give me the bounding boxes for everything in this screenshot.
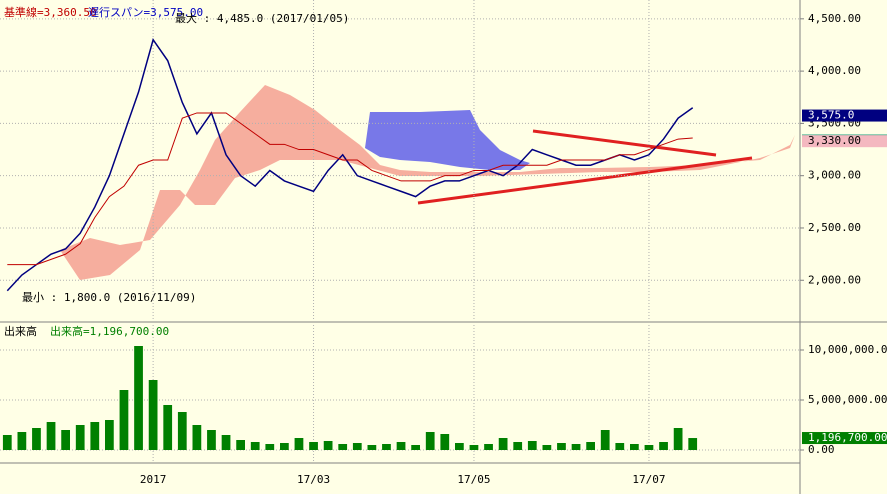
bar xyxy=(250,442,260,450)
bar xyxy=(323,441,333,450)
annotation: 最小 : 1,800.0 (2016/11/09) xyxy=(22,291,196,304)
bar xyxy=(469,445,479,450)
cloud xyxy=(365,110,530,170)
bar xyxy=(688,438,698,450)
bar xyxy=(673,428,683,450)
y-tick-label: 2,000.00 xyxy=(808,273,861,286)
bar xyxy=(630,444,639,450)
bar xyxy=(221,435,231,450)
panel-title: 出来高 xyxy=(4,324,37,338)
bar xyxy=(192,425,202,450)
bar xyxy=(177,412,187,450)
bar xyxy=(134,346,143,450)
bar xyxy=(265,444,275,450)
x-tick-label: 17/07 xyxy=(632,473,665,486)
bar xyxy=(513,442,523,450)
cloud xyxy=(60,85,795,280)
y-tick-label: 4,000.00 xyxy=(808,64,861,77)
bar xyxy=(61,430,70,450)
x-tick-label: 17/03 xyxy=(297,473,330,486)
bar xyxy=(207,430,216,450)
annotation: 遅行スパン=3,575.00 xyxy=(88,6,203,19)
bar xyxy=(32,428,41,450)
price-tag-label: 3,330.00 xyxy=(808,134,861,147)
annotation: 最大 : 4,485.0 (2017/01/05) xyxy=(175,11,349,25)
price-tag xyxy=(802,109,887,122)
bar xyxy=(309,442,318,450)
bar xyxy=(46,422,56,450)
bar xyxy=(542,445,552,450)
bar xyxy=(90,422,100,450)
bar xyxy=(600,430,610,450)
bar xyxy=(17,432,27,450)
bar xyxy=(455,443,464,450)
y-tick-label: 4,500.00 xyxy=(808,12,861,25)
x-tick-label: 17/05 xyxy=(457,473,490,486)
bar xyxy=(382,444,391,450)
bar xyxy=(75,425,85,450)
y-tick-label: 10,000,000.00 xyxy=(808,343,887,356)
price-line xyxy=(6,38,694,292)
bar xyxy=(411,445,420,450)
annotation: 基準線=3,360.50 xyxy=(4,5,97,19)
bar xyxy=(119,390,129,450)
bar xyxy=(396,442,406,450)
bar xyxy=(352,443,362,450)
price-tag xyxy=(802,135,887,148)
bar xyxy=(148,380,158,450)
bar xyxy=(557,443,566,450)
annotation: 出来高=1,196,700.00 xyxy=(50,324,169,338)
bar xyxy=(498,438,508,450)
x-tick-label: 2017 xyxy=(140,473,167,486)
bar xyxy=(105,420,114,450)
bar xyxy=(586,442,595,450)
bar xyxy=(236,440,245,450)
y-tick-label: 3,000.00 xyxy=(808,169,861,182)
bar xyxy=(615,443,625,450)
bar xyxy=(280,443,289,450)
bar xyxy=(425,432,435,450)
price-tag-label: 3,575.0 xyxy=(808,109,854,122)
bar xyxy=(294,438,304,450)
bar xyxy=(440,434,450,450)
bar xyxy=(644,445,654,450)
price-tag-label: 1,196,700.00 xyxy=(808,431,887,444)
bar xyxy=(571,444,581,450)
y-tick-label: 0.00 xyxy=(808,443,835,456)
bar xyxy=(2,435,12,450)
bar xyxy=(484,444,493,450)
price-tag xyxy=(802,432,887,445)
price-line xyxy=(7,112,693,266)
bar xyxy=(367,445,377,450)
y-tick-label: 2,500.00 xyxy=(808,221,861,234)
y-tick-label: 5,000,000.00 xyxy=(808,393,887,406)
trend-line xyxy=(532,129,717,157)
bar xyxy=(163,405,173,450)
bar xyxy=(338,444,348,450)
bar xyxy=(527,441,537,450)
bar xyxy=(659,442,668,450)
